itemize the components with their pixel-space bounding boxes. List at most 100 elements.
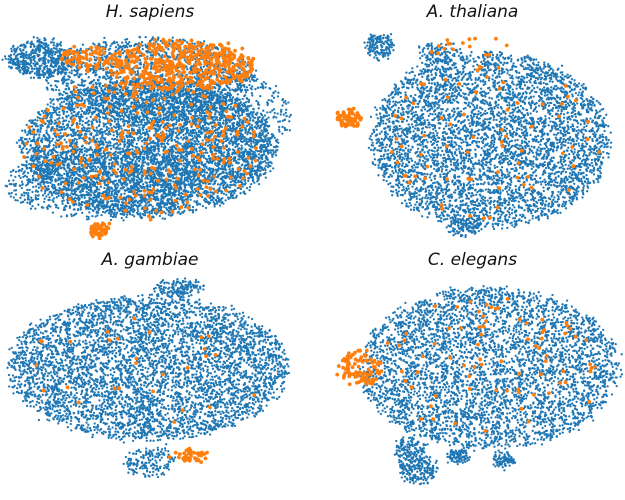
background-point (88, 130, 91, 133)
background-point (17, 139, 21, 142)
background-point (67, 120, 71, 123)
background-point (199, 173, 203, 176)
background-point (195, 193, 199, 196)
background-point (60, 125, 63, 129)
background-point (182, 164, 185, 168)
background-point (209, 191, 212, 194)
background-point (60, 101, 63, 104)
background-point (69, 116, 73, 119)
background-point (34, 149, 37, 152)
background-point (263, 172, 266, 176)
background-point (33, 123, 36, 126)
background-point (256, 125, 260, 128)
background-point (55, 108, 58, 112)
background-point (214, 179, 217, 182)
background-point (168, 138, 171, 141)
background-point (131, 141, 135, 144)
background-point (98, 115, 102, 119)
background-point (201, 187, 204, 191)
background-point (34, 118, 37, 122)
background-point (183, 209, 186, 212)
background-point (140, 111, 144, 114)
background-point (151, 205, 154, 208)
background-point (242, 110, 246, 113)
background-point (30, 125, 34, 128)
background-point (221, 164, 224, 168)
background-point (270, 162, 273, 165)
background-point (192, 182, 195, 185)
background-point (45, 131, 48, 134)
background-point (245, 186, 249, 190)
background-point (123, 123, 126, 126)
background-point (143, 186, 146, 189)
background-point (56, 158, 60, 161)
background-point (249, 125, 252, 129)
background-point (135, 179, 139, 182)
background-point (69, 126, 72, 130)
background-point (143, 123, 147, 126)
background-point (216, 196, 219, 199)
background-point (137, 193, 141, 196)
background-point (104, 123, 107, 126)
background-point (87, 171, 90, 174)
background-point (76, 113, 80, 116)
background-point (251, 126, 254, 129)
background-point (121, 104, 125, 107)
background-point (28, 137, 31, 141)
background-point (31, 138, 34, 142)
background-point (52, 107, 56, 110)
background-point (99, 137, 102, 140)
background-point (257, 153, 261, 156)
background-point (169, 159, 172, 162)
background-point (52, 144, 55, 147)
panel-title: H. sapiens (0, 2, 300, 22)
background-point (186, 155, 189, 158)
background-point (102, 122, 105, 125)
background-point (90, 120, 94, 123)
background-point (240, 180, 243, 183)
background-point (213, 203, 216, 206)
background-point (181, 210, 184, 214)
background-point (181, 138, 184, 141)
background-point (45, 157, 48, 160)
background-point (151, 108, 154, 111)
background-point (116, 193, 119, 196)
background-point (174, 170, 177, 174)
background-point (167, 209, 170, 212)
background-point (73, 128, 76, 131)
background-point (77, 163, 81, 166)
background-point (195, 200, 198, 203)
background-point (103, 117, 106, 120)
background-point (127, 113, 131, 116)
background-point (62, 125, 66, 129)
background-point (177, 206, 180, 209)
background-point (259, 172, 262, 176)
background-point (85, 175, 88, 178)
background-point (141, 212, 145, 216)
background-point (214, 198, 217, 202)
background-point (109, 141, 112, 145)
background-point (36, 119, 39, 122)
background-point (154, 95, 157, 98)
background-point (136, 208, 139, 211)
background-point (91, 113, 94, 116)
background-point (207, 154, 210, 158)
background-point (164, 188, 168, 192)
background-point (63, 128, 67, 131)
background-point (166, 121, 169, 125)
background-point (55, 138, 59, 142)
background-point (39, 181, 42, 184)
background-point (248, 127, 252, 130)
background-point (20, 148, 23, 151)
background-point (31, 156, 35, 159)
background-point (137, 187, 140, 190)
background-point (32, 179, 35, 182)
background-point (111, 96, 114, 99)
background-point (87, 207, 90, 210)
background-point (78, 147, 81, 151)
background-point (87, 100, 90, 103)
background-point (128, 138, 131, 142)
background-point (31, 119, 35, 122)
background-point (269, 170, 272, 173)
background-point (87, 123, 90, 127)
